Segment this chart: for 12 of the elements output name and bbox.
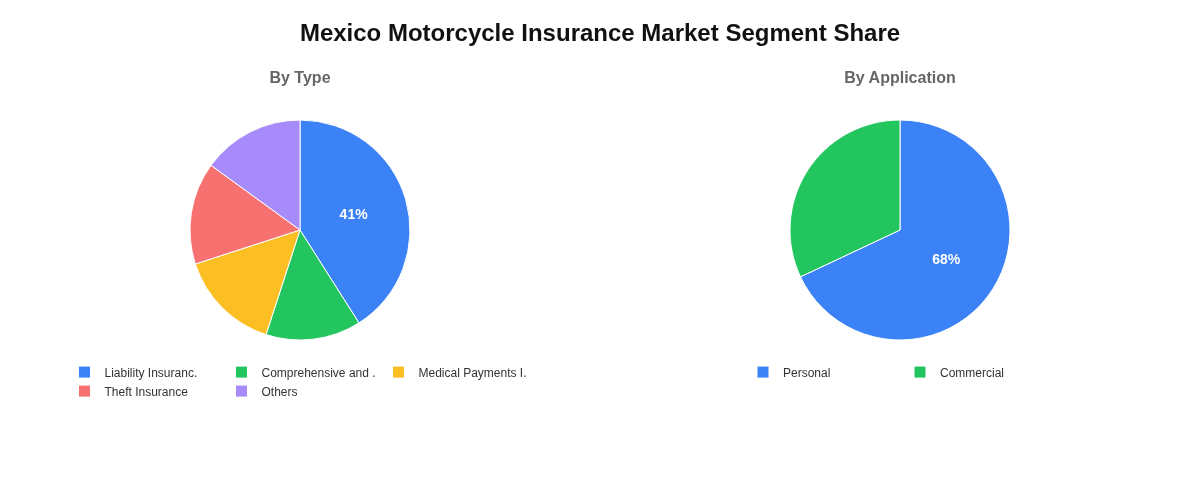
legend-label: Commercial (940, 365, 1005, 380)
legend-label: Others (261, 384, 298, 399)
chart-subtitle: By Application (844, 68, 956, 86)
legend-label: Liability Insuranc. (104, 365, 198, 380)
text: Mexico Motorcycle Insurance Market Segment Share (299, 18, 901, 48)
data-label: 68% (932, 251, 961, 268)
legend-label: Comprehensive and . (261, 365, 376, 380)
legend-label: Theft Insurance (104, 384, 189, 399)
data-label: 41% (339, 206, 369, 223)
legend-label: Personal (783, 365, 831, 380)
chart-subtitle: By Type (269, 68, 331, 86)
legend-label: Medical Payments I. (418, 365, 527, 380)
